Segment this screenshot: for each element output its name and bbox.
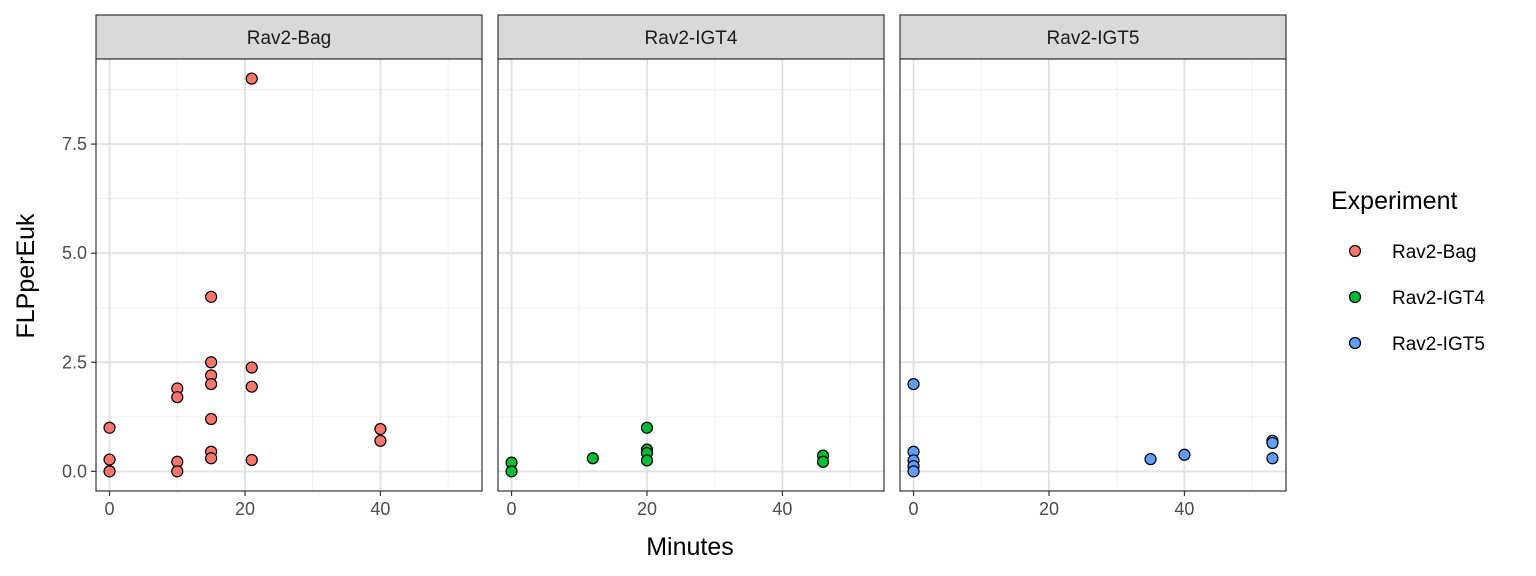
legend-entry: Rav2-IGT5 xyxy=(1348,334,1485,355)
legend-entry: Rav2-IGT4 xyxy=(1348,288,1485,309)
data-point xyxy=(1178,448,1191,461)
data-point xyxy=(586,452,599,465)
x-tick-label: 20 xyxy=(235,499,255,519)
data-point xyxy=(103,421,116,434)
data-point xyxy=(245,72,258,85)
plot-background xyxy=(498,59,884,491)
data-point xyxy=(245,453,258,467)
strip-background xyxy=(899,14,1287,60)
data-point xyxy=(205,452,218,465)
legend-label: Rav2-Bag xyxy=(1392,242,1477,263)
data-point xyxy=(245,361,258,374)
legend-key-point xyxy=(1348,244,1362,258)
legend-key-point xyxy=(1348,290,1362,304)
legend-key-point xyxy=(1348,336,1362,350)
data-point xyxy=(171,465,184,478)
strip-label: Rav2-Bag xyxy=(247,28,332,49)
plot-background xyxy=(96,59,482,491)
data-point xyxy=(907,377,920,391)
plot-background xyxy=(900,59,1286,491)
data-point xyxy=(205,412,218,426)
data-point xyxy=(640,454,654,467)
y-tick-label: 0.0 xyxy=(62,461,87,481)
legend-title: Experiment xyxy=(1331,187,1457,215)
data-point xyxy=(1266,452,1279,465)
data-point xyxy=(907,465,920,478)
data-point xyxy=(1144,453,1157,466)
strip-label: Rav2-IGT4 xyxy=(645,28,738,49)
data-point xyxy=(505,465,518,478)
x-tick-label: 0 xyxy=(105,499,115,519)
x-tick-label: 20 xyxy=(1039,499,1059,519)
y-tick-label: 7.5 xyxy=(62,134,87,154)
data-point xyxy=(103,453,116,466)
data-point xyxy=(205,356,218,369)
strip-label: Rav2-IGT5 xyxy=(1047,28,1140,49)
data-point xyxy=(1266,436,1279,450)
legend-label: Rav2-IGT4 xyxy=(1392,288,1485,309)
y-tick-label: 5.0 xyxy=(62,243,87,263)
x-tick-label: 0 xyxy=(507,499,517,519)
data-point xyxy=(374,422,387,436)
legend: Experiment Rav2-Bag Rav2-IGT4 Rav2-IGT5 xyxy=(1331,187,1485,355)
legend-label: Rav2-IGT5 xyxy=(1392,334,1485,355)
data-point xyxy=(640,421,654,434)
strip-background xyxy=(95,14,483,60)
panel-border xyxy=(95,58,483,492)
data-point xyxy=(171,391,184,404)
x-tick-label: 40 xyxy=(772,499,792,519)
panel-border xyxy=(497,58,885,492)
strip-background xyxy=(497,14,885,60)
x-tick-label: 0 xyxy=(909,499,919,519)
facet-panel-2: Rav2-IGT4 0 20 40 xyxy=(497,14,885,519)
data-point xyxy=(205,290,218,303)
y-tick-label: 2.5 xyxy=(62,352,87,372)
data-point xyxy=(103,465,116,478)
x-tick-label: 40 xyxy=(370,499,390,519)
data-point xyxy=(205,377,218,391)
facet-panel-1: Rav2-Bag 0 20 40 0.0 2.5 5.0 7.5 xyxy=(62,14,483,519)
x-axis-title: Minutes xyxy=(646,533,734,561)
legend-entry: Rav2-Bag xyxy=(1348,242,1477,263)
panel-border xyxy=(899,58,1287,492)
facet-panel-3: Rav2-IGT5 0 20 40 xyxy=(899,14,1287,519)
data-point xyxy=(245,380,258,393)
data-point xyxy=(374,434,387,447)
x-tick-label: 20 xyxy=(637,499,657,519)
data-point xyxy=(816,455,830,468)
x-tick-label: 40 xyxy=(1174,499,1194,519)
y-axis-title: FLPperEuk xyxy=(12,213,40,339)
